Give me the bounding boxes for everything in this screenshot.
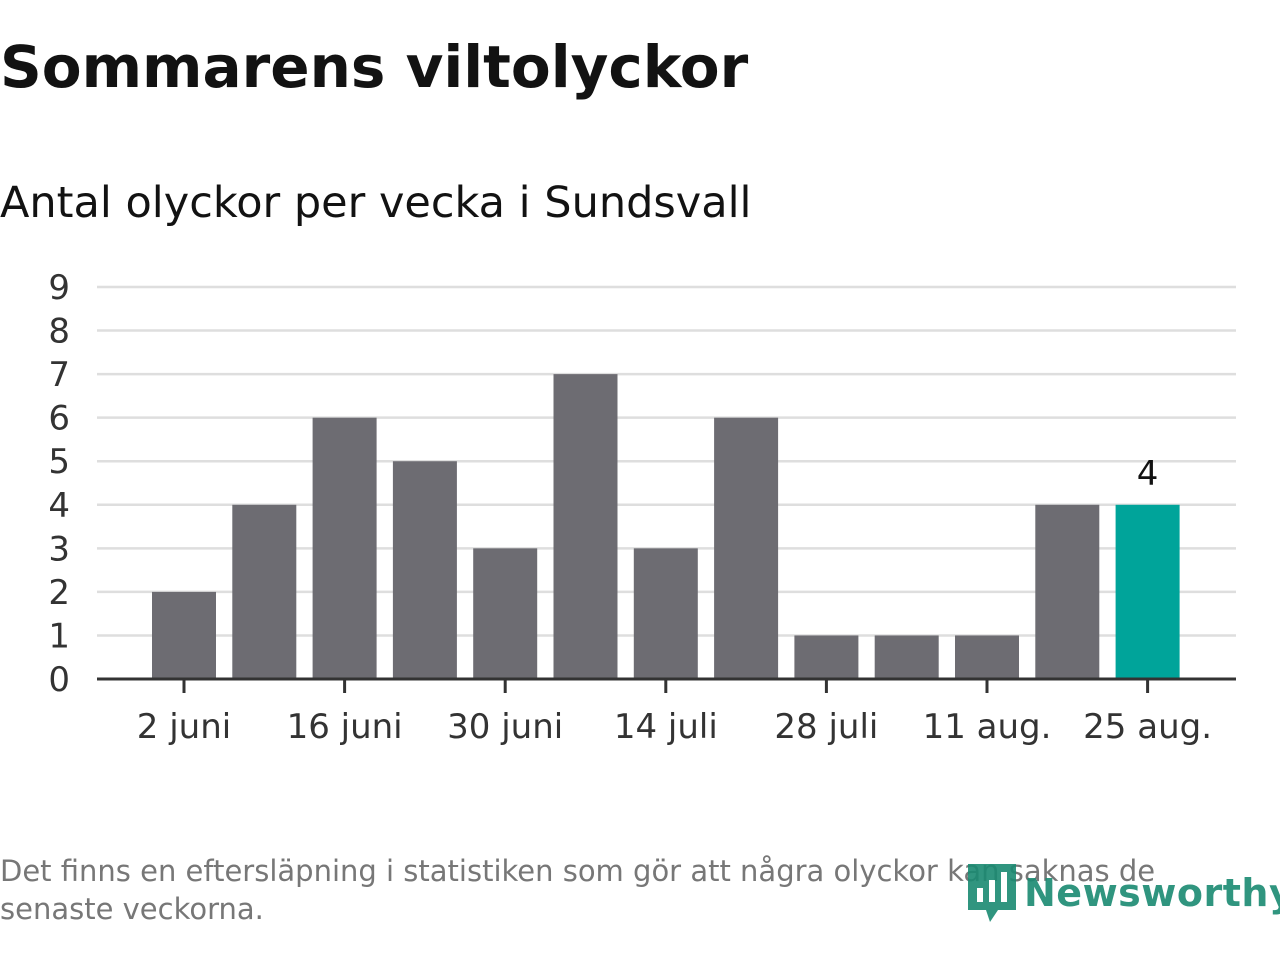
bar: [714, 417, 779, 679]
bar: [152, 591, 216, 679]
bar: [633, 548, 698, 679]
bar: [794, 635, 859, 679]
y-tick-label: 6: [48, 399, 70, 439]
bar: [874, 635, 939, 679]
data-label: 4: [1137, 454, 1159, 494]
bar: [1035, 504, 1100, 679]
bar: [392, 461, 457, 679]
x-tick-label: 14 juli: [614, 707, 718, 747]
brand-name: Newsworthy: [1024, 871, 1280, 915]
x-tick-label: 16 juni: [287, 707, 403, 747]
bar: [312, 417, 377, 679]
y-tick-label: 5: [48, 442, 70, 482]
bars: [152, 374, 1180, 679]
bar: [232, 504, 297, 679]
x-tick-label: 25 aug.: [1083, 707, 1212, 747]
x-axis-tick-labels: 2 juni 16 juni 30 juni 14 juli 28 juli 11 aug…: [137, 707, 1212, 747]
y-tick-label: 1: [48, 616, 70, 656]
bar: [955, 635, 1019, 679]
chart-subtitle: Antal olyckor per vecka i Sundsvall: [0, 178, 752, 228]
footnote: Det finns en eftersläpning i statistiken…: [0, 854, 1156, 926]
y-tick-label: 7: [48, 355, 70, 395]
x-axis: [97, 677, 1236, 693]
y-tick-label: 3: [48, 529, 70, 569]
y-tick-label: 0: [48, 660, 70, 700]
newsworthy-logo-icon: [968, 864, 1016, 922]
chart-title: Sommarens viltolyckor: [0, 33, 749, 101]
x-tick-label: 2 juni: [137, 707, 231, 747]
data-labels: 4: [1137, 454, 1159, 494]
bar: [553, 374, 618, 679]
y-tick-label: 2: [48, 573, 70, 613]
x-tick-label: 30 juni: [447, 707, 563, 747]
x-tick-label: 28 juli: [774, 707, 878, 747]
bar: [473, 548, 538, 679]
y-tick-label: 9: [48, 268, 70, 308]
y-tick-label: 8: [48, 312, 70, 352]
y-tick-label: 4: [48, 486, 70, 526]
bar-highlight: [1115, 504, 1180, 679]
brand-logo: Newsworthy: [964, 860, 1280, 926]
x-tick-label: 11 aug.: [923, 707, 1052, 747]
